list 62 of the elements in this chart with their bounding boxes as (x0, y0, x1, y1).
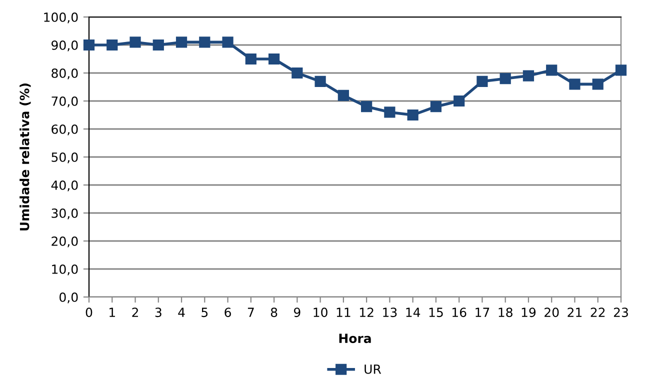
x-tick-label: 19 (522, 308, 536, 318)
point (292, 67, 303, 79)
point (546, 64, 558, 76)
x-tick-label: 12 (360, 308, 374, 317)
y-tick-label: 90,0 (52, 40, 78, 52)
point (476, 76, 488, 87)
point (106, 39, 118, 51)
x-tick-label: 9 (294, 308, 300, 318)
legend-label: UR (364, 364, 382, 374)
y-tick-label: 80,0 (52, 68, 78, 80)
x-tick-label: 22 (590, 308, 605, 317)
y-tick-label: 50,0 (52, 152, 78, 164)
x-tick-label: 21 (568, 308, 582, 317)
x-tick-label: 20 (544, 308, 559, 318)
x-tick-label: 8 (270, 308, 278, 318)
point (338, 90, 349, 101)
point (152, 39, 164, 51)
y-tick-label: 20,0 (52, 236, 78, 248)
point (500, 73, 511, 84)
y-tick-label: 30,0 (52, 208, 78, 220)
y-tick-label: 40,0 (51, 180, 78, 192)
x-tick-label: 2 (132, 308, 138, 317)
x-tick-label: 7 (248, 308, 254, 317)
x-tick-label: 15 (429, 308, 443, 318)
x-tick-label: 17 (476, 308, 490, 317)
point (407, 109, 418, 121)
point (268, 53, 280, 65)
y-tick-label: 10,0 (52, 264, 78, 276)
x-tick-label: 11 (336, 308, 350, 317)
point (83, 39, 95, 51)
x-tick-label: 18 (498, 308, 512, 318)
point (384, 106, 396, 118)
y-tick-label: 70,0 (52, 96, 78, 108)
point (430, 101, 442, 112)
y-tick-label: 100,0 (44, 12, 78, 24)
point (615, 64, 627, 76)
point (199, 36, 210, 48)
x-tick-label: 4 (178, 308, 185, 317)
x-tick-label: 1 (110, 308, 115, 317)
x-tick-label: 16 (452, 308, 466, 318)
point (454, 95, 465, 107)
x-tick-label: 13 (383, 308, 397, 318)
x-tick-label: 5 (202, 308, 208, 318)
point (130, 36, 141, 48)
x-tick-label: 0 (86, 308, 92, 318)
x-tick-label: 23 (614, 308, 628, 318)
point (592, 78, 604, 90)
y-tick-label: 0,0 (60, 292, 78, 304)
point (314, 76, 326, 87)
y-axis-title: Umidade relativa (%) (20, 84, 31, 230)
x-tick-label: 14 (406, 308, 420, 317)
point (361, 101, 372, 112)
point (222, 36, 234, 48)
point (522, 70, 534, 82)
x-tick-label: 6 (224, 308, 231, 318)
x-tick-label: 3 (155, 308, 162, 318)
point (176, 36, 188, 48)
x-axis-title: Hora (339, 334, 371, 344)
point (569, 78, 580, 90)
x-tick-label: 10 (314, 308, 328, 318)
y-tick-label: 60,0 (52, 124, 78, 136)
point (245, 53, 256, 65)
